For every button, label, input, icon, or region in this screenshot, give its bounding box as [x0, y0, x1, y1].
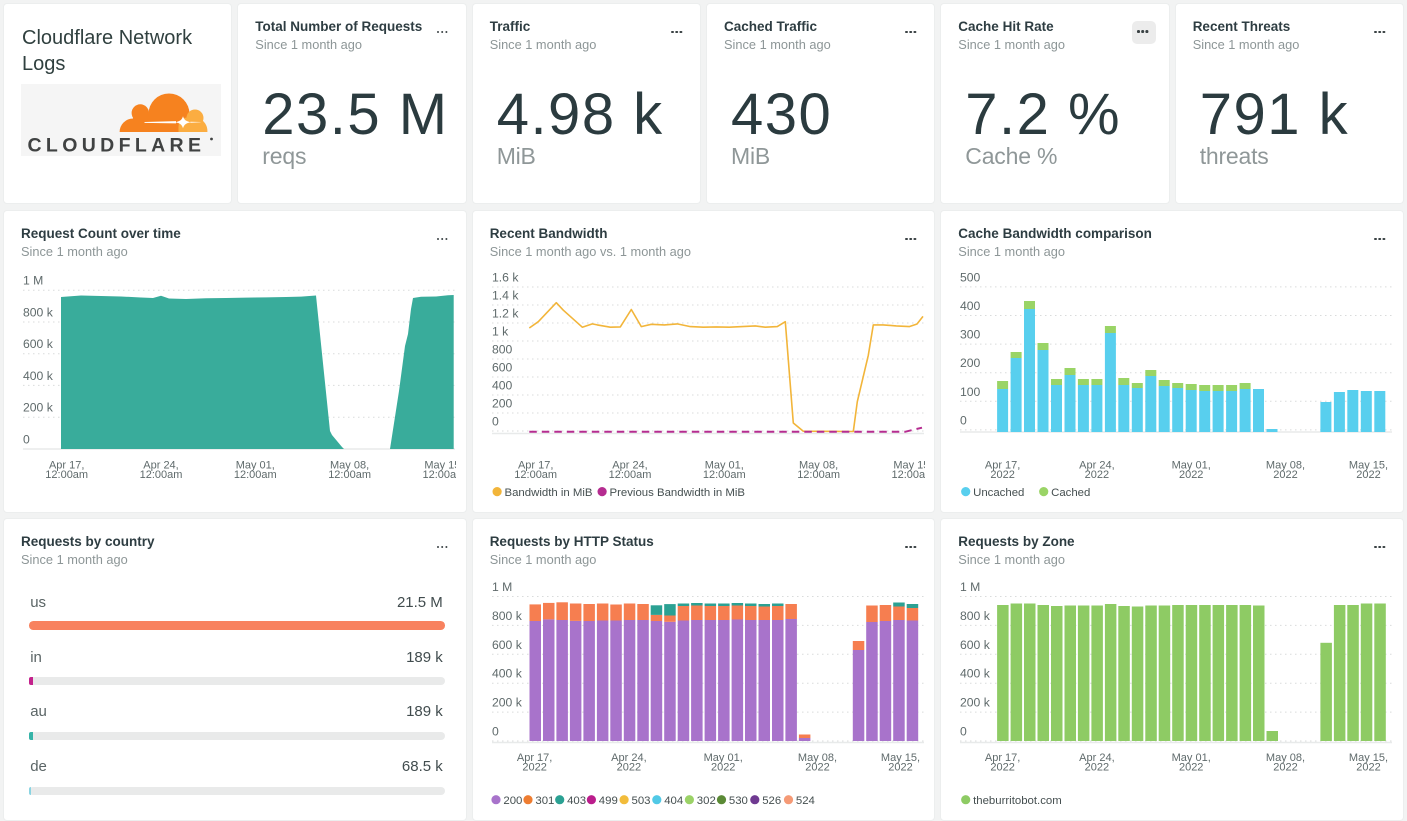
svg-text:Bandwidth in MiB: Bandwidth in MiB [504, 487, 592, 499]
svg-text:1 M: 1 M [23, 274, 43, 288]
svg-text:200 k: 200 k [492, 696, 523, 710]
svg-text:2022: 2022 [1357, 762, 1381, 774]
svg-text:12:00am: 12:00am [797, 469, 840, 481]
svg-text:400 k: 400 k [492, 667, 523, 681]
svg-text:12:00am: 12:00am [328, 469, 371, 481]
svg-text:May 15,: May 15, [1349, 459, 1388, 471]
svg-text:Apr 17,: Apr 17, [985, 752, 1020, 764]
svg-text:May 01,: May 01, [1172, 752, 1211, 764]
svg-text:May 15,: May 15, [893, 459, 925, 471]
svg-text:400: 400 [492, 379, 513, 393]
svg-text:301: 301 [535, 795, 554, 807]
svg-text:200: 200 [960, 356, 981, 370]
svg-text:800 k: 800 k [23, 306, 54, 320]
svg-text:600 k: 600 k [492, 638, 523, 652]
svg-text:12:00am: 12:00am [422, 469, 456, 481]
svg-text:2022: 2022 [1179, 762, 1203, 774]
svg-text:2022: 2022 [616, 762, 640, 774]
svg-text:2022: 2022 [522, 762, 546, 774]
svg-text:0: 0 [960, 413, 967, 427]
svg-text:Apr 24,: Apr 24, [611, 752, 646, 764]
svg-text:2022: 2022 [1274, 469, 1298, 481]
svg-text:302: 302 [696, 795, 715, 807]
svg-text:Previous Bandwidth in MiB: Previous Bandwidth in MiB [609, 487, 745, 499]
svg-text:1 M: 1 M [492, 580, 512, 594]
svg-text:526: 526 [762, 795, 781, 807]
svg-text:0: 0 [23, 433, 30, 447]
svg-text:1 k: 1 k [492, 325, 509, 339]
svg-text:0: 0 [960, 725, 967, 739]
svg-text:200: 200 [492, 397, 513, 411]
svg-text:2022: 2022 [805, 762, 829, 774]
svg-text:May 01,: May 01, [704, 459, 743, 471]
svg-text:100: 100 [960, 385, 981, 399]
svg-text:200: 200 [503, 795, 522, 807]
svg-text:Cached: Cached [1051, 487, 1090, 499]
svg-text:May 01,: May 01, [703, 752, 742, 764]
svg-text:2022: 2022 [991, 762, 1015, 774]
svg-text:May 01,: May 01, [1172, 459, 1211, 471]
svg-text:503: 503 [631, 795, 650, 807]
svg-text:0: 0 [492, 415, 499, 429]
svg-text:0: 0 [492, 725, 499, 739]
svg-text:May 01,: May 01, [236, 459, 275, 471]
svg-text:403: 403 [567, 795, 586, 807]
svg-text:600: 600 [492, 361, 513, 375]
svg-text:12:00am: 12:00am [703, 469, 746, 481]
svg-text:400 k: 400 k [23, 369, 54, 383]
svg-text:Apr 17,: Apr 17, [518, 459, 553, 471]
svg-text:Apr 24,: Apr 24, [612, 459, 647, 471]
svg-text:2022: 2022 [1357, 469, 1381, 481]
svg-text:12:00am: 12:00am [608, 469, 651, 481]
svg-text:May 08,: May 08, [1266, 459, 1305, 471]
svg-text:400 k: 400 k [960, 667, 991, 681]
svg-text:Apr 24,: Apr 24, [1079, 459, 1114, 471]
svg-text:Apr 17,: Apr 17, [517, 752, 552, 764]
svg-text:500: 500 [960, 270, 981, 284]
svg-text:May 08,: May 08, [330, 459, 369, 471]
svg-text:12:00am: 12:00am [891, 469, 925, 481]
svg-text:1 M: 1 M [960, 580, 980, 594]
svg-text:May 08,: May 08, [798, 752, 837, 764]
svg-text:300: 300 [960, 328, 981, 342]
svg-text:Apr 24,: Apr 24, [1079, 752, 1114, 764]
svg-text:524: 524 [796, 795, 815, 807]
svg-text:800 k: 800 k [960, 609, 991, 623]
svg-text:2022: 2022 [888, 762, 912, 774]
svg-text:May 08,: May 08, [1266, 752, 1305, 764]
svg-text:Apr 17,: Apr 17, [985, 459, 1020, 471]
svg-text:2022: 2022 [1085, 469, 1109, 481]
svg-text:May 15,: May 15, [424, 459, 456, 471]
svg-text:Uncached: Uncached [973, 487, 1024, 499]
svg-text:Apr 17,: Apr 17, [49, 459, 84, 471]
svg-text:800: 800 [492, 343, 513, 357]
svg-text:404: 404 [664, 795, 683, 807]
svg-text:800 k: 800 k [492, 609, 523, 623]
svg-text:1.4 k: 1.4 k [492, 289, 519, 303]
svg-text:1.6 k: 1.6 k [492, 271, 519, 285]
svg-text:200 k: 200 k [23, 401, 54, 415]
svg-text:CLOUDFLARE: CLOUDFLARE [28, 135, 206, 157]
svg-text:2022: 2022 [711, 762, 735, 774]
svg-text:2022: 2022 [1274, 762, 1298, 774]
svg-text:12:00am: 12:00am [140, 469, 183, 481]
svg-text:May 15,: May 15, [881, 752, 920, 764]
svg-text:1.2 k: 1.2 k [492, 307, 519, 321]
svg-text:Apr 24,: Apr 24, [143, 459, 178, 471]
svg-text:May 15,: May 15, [1349, 752, 1388, 764]
svg-text:theburritobot.com: theburritobot.com [973, 795, 1062, 807]
svg-text:200 k: 200 k [960, 696, 991, 710]
svg-text:May 08,: May 08, [799, 459, 838, 471]
svg-text:499: 499 [598, 795, 617, 807]
svg-text:2022: 2022 [1085, 762, 1109, 774]
svg-text:2022: 2022 [1179, 469, 1203, 481]
svg-text:400: 400 [960, 299, 981, 313]
svg-text:2022: 2022 [991, 469, 1015, 481]
svg-text:12:00am: 12:00am [45, 469, 88, 481]
svg-text:530: 530 [729, 795, 748, 807]
svg-text:600 k: 600 k [960, 638, 991, 652]
svg-text:12:00am: 12:00am [234, 469, 277, 481]
svg-text:600 k: 600 k [23, 337, 54, 351]
svg-text:12:00am: 12:00am [514, 469, 557, 481]
